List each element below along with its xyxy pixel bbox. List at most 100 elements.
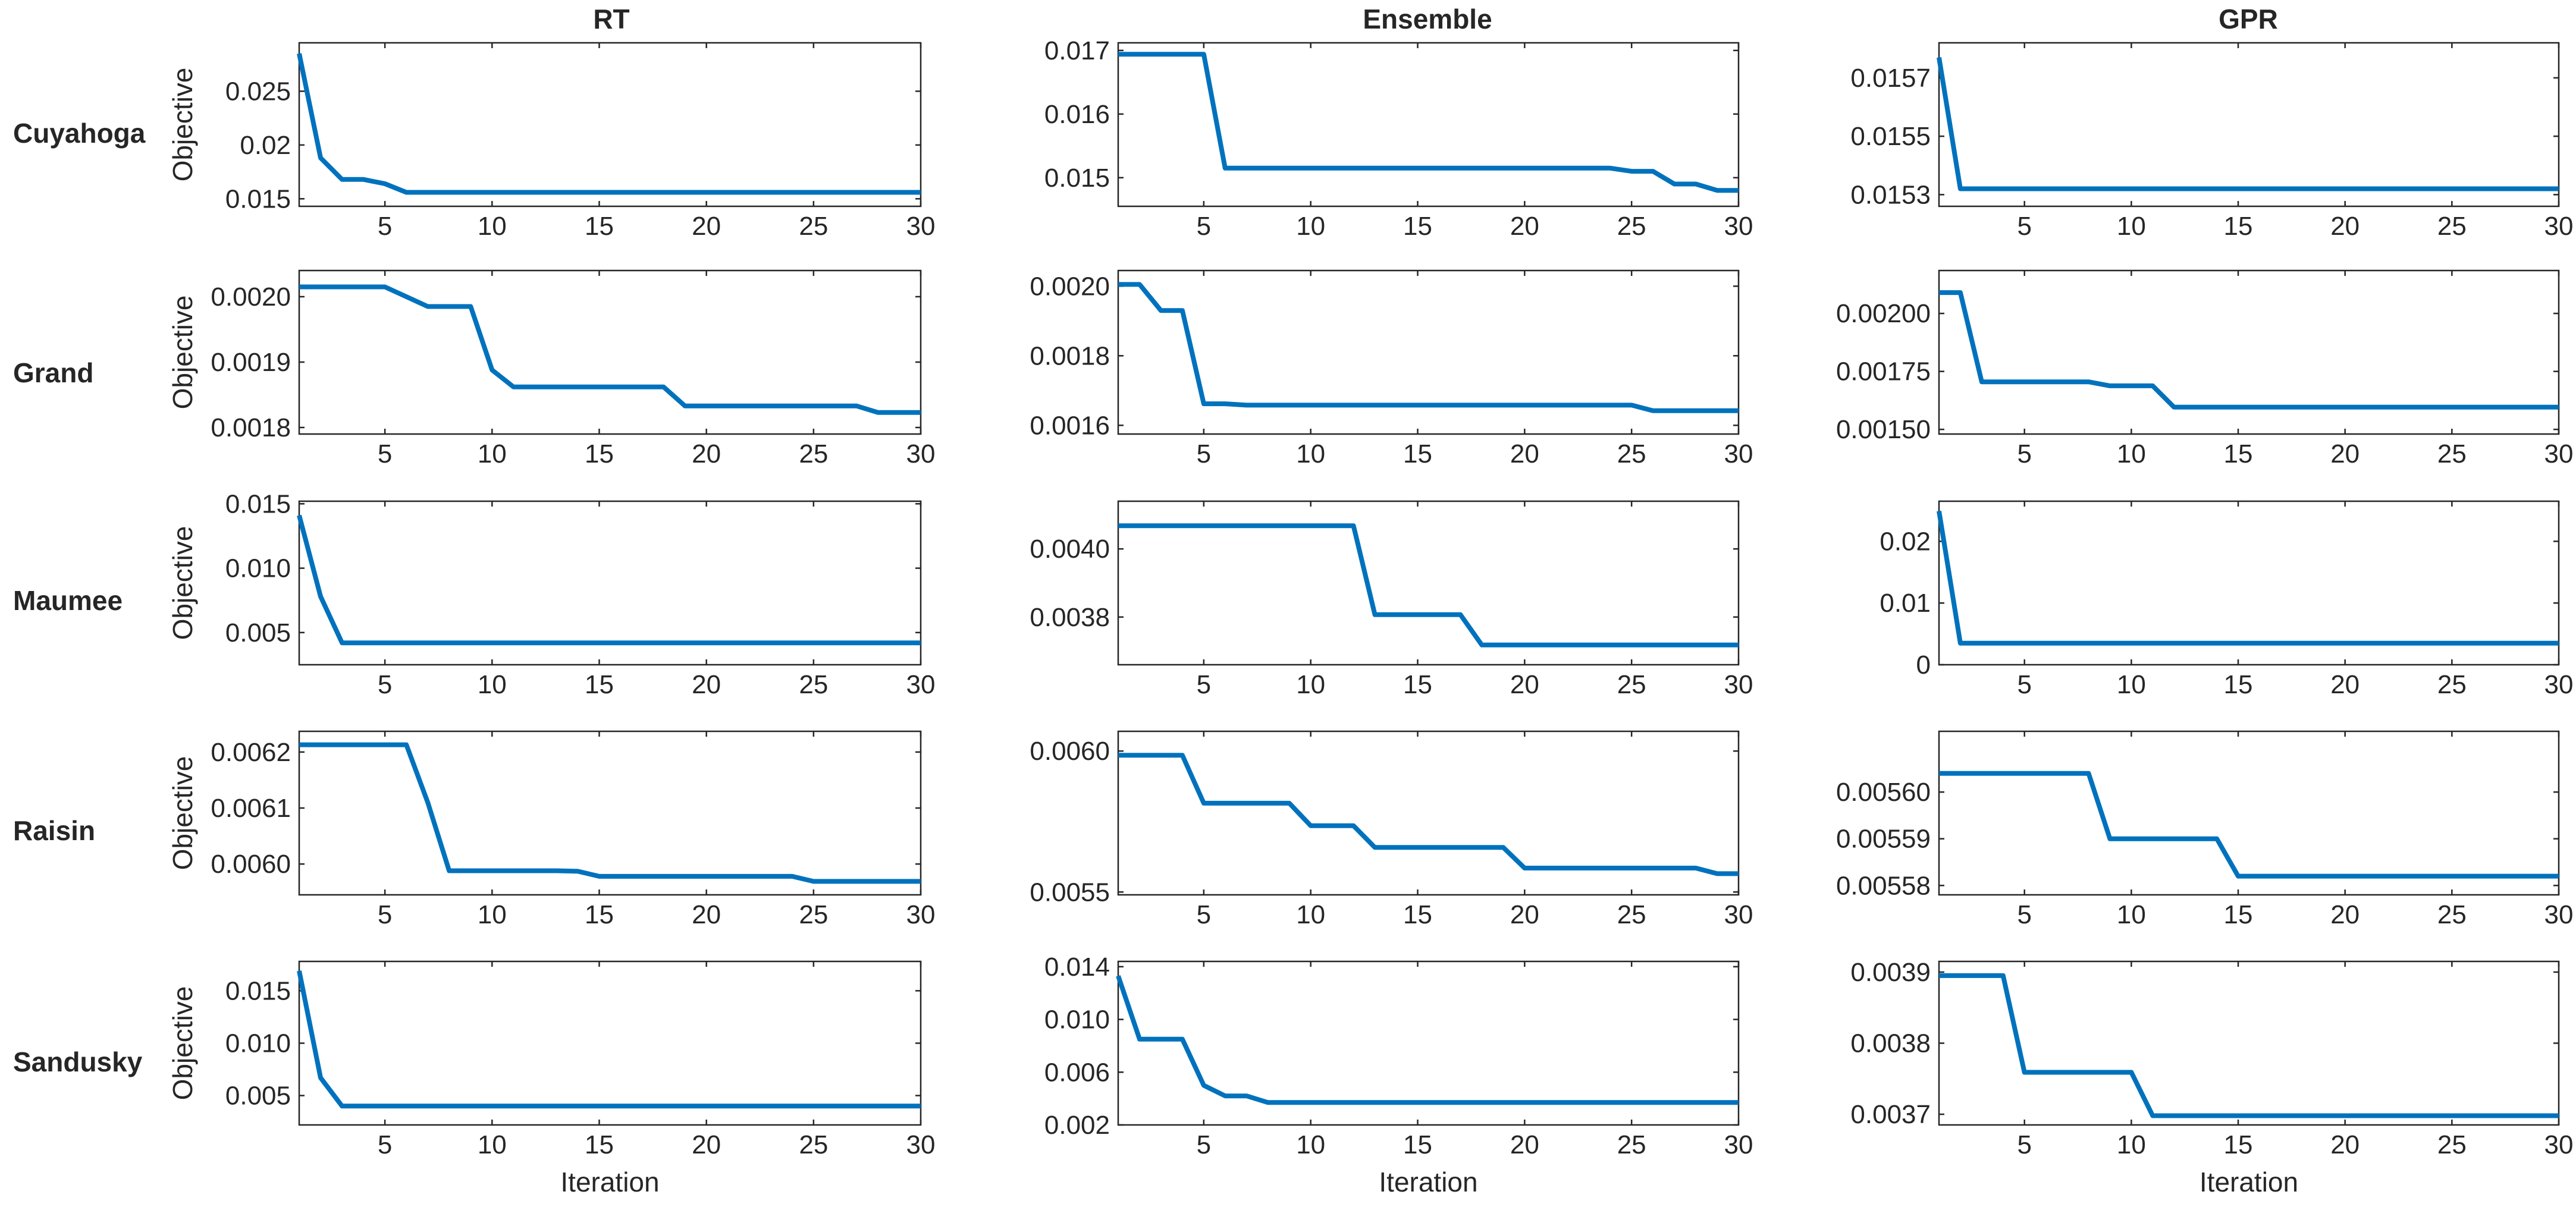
x-tick-label: 30 [1724, 439, 1753, 469]
x-tick-label: 15 [585, 439, 614, 469]
y-tick-label: 0.010 [225, 554, 291, 583]
x-tick-label: 10 [478, 900, 507, 929]
x-tick-label: 30 [2544, 900, 2574, 929]
x-tick-label: 30 [2544, 670, 2574, 699]
objective-line-sandusky-rt [297, 970, 921, 1109]
subplot-cuyahoga-ensemble: 5 10 15 20 25 30 0.015 0.016 0.017 [1044, 36, 1753, 241]
plot-area-cuyahoga-ensemble [1117, 42, 1740, 208]
x-tick-label: 15 [585, 212, 614, 241]
x-tick-label: 5 [2017, 670, 2031, 699]
subplot-raisin-ensemble: 5 10 15 20 25 30 0.0055 0.0060 [1030, 730, 1753, 929]
plot-area-sandusky-ensemble [1117, 960, 1740, 1126]
y-tick-label: 0.015 [225, 976, 291, 1005]
y-tick-label: 0.0038 [1030, 603, 1110, 632]
y-tick-label: 0.0062 [211, 738, 291, 767]
plot-area-raisin-rt [298, 730, 922, 896]
x-tick-label: 10 [478, 670, 507, 699]
x-axis-label: Iteration [2200, 1167, 2298, 1197]
x-tick-label: 10 [2117, 1130, 2146, 1159]
x-tick-label: 10 [2117, 212, 2146, 241]
x-tick-label: 15 [585, 1130, 614, 1159]
plot-area-cuyahoga-rt [298, 42, 922, 208]
x-tick-label: 20 [692, 1130, 721, 1159]
x-tick-label: 5 [1197, 670, 1211, 699]
subplot-sandusky-rt: 5 10 15 20 25 30 0.005 0.010 0.015 Objective Itera… [167, 960, 935, 1197]
plot-area-sandusky-gpr [1938, 960, 2560, 1126]
x-tick-label: 30 [906, 439, 936, 469]
y-tick-label: 0.0018 [1030, 341, 1110, 370]
y-tick-label: 0 [1916, 650, 1931, 680]
subplot-raisin-gpr: 5 10 15 20 25 30 0.00558 0.00559 0.00560 [1836, 730, 2574, 929]
y-tick-label: 0.015 [225, 489, 291, 518]
x-tick-label: 5 [378, 1130, 392, 1159]
y-tick-label: 0.0040 [1030, 535, 1110, 564]
subplot-grand-ensemble: 5 10 15 20 25 30 0.0016 0.0018 0.0020 [1030, 269, 1753, 469]
x-tick-label: 25 [799, 900, 828, 929]
y-axis-label: Objective [167, 986, 198, 1101]
y-tick-label: 0.0061 [211, 794, 291, 823]
x-tick-label: 30 [906, 212, 936, 241]
x-tick-label: 5 [378, 670, 392, 699]
x-tick-label: 5 [378, 439, 392, 469]
y-tick-label: 0.01 [1880, 589, 1931, 618]
objective-line-maumee-rt [297, 514, 921, 646]
x-tick-label: 20 [2330, 670, 2359, 699]
x-tick-label: 30 [1724, 212, 1753, 241]
y-tick-label: 0.014 [1044, 952, 1110, 982]
x-tick-label: 20 [1510, 439, 1539, 469]
x-tick-label: 25 [2437, 900, 2467, 929]
subplot-maumee-ensemble: 5 10 15 20 25 30 0.0038 0.0040 [1030, 500, 1753, 699]
y-tick-label: 0.017 [1044, 36, 1110, 65]
x-tick-label: 15 [1403, 212, 1432, 241]
y-tick-label: 0.002 [1044, 1111, 1110, 1140]
objective-line-sandusky-gpr [1939, 973, 2559, 1118]
x-tick-label: 30 [2544, 439, 2574, 469]
y-axis-label: Objective [167, 526, 198, 640]
x-tick-label: 20 [692, 900, 721, 929]
row-label-maumee: Maumee [13, 585, 123, 616]
y-tick-label: 0.0016 [1030, 411, 1110, 440]
x-tick-label: 20 [692, 670, 721, 699]
x-tick-label: 20 [2330, 900, 2359, 929]
y-tick-label: 0.0055 [1030, 878, 1110, 907]
x-tick-label: 30 [1724, 670, 1753, 699]
x-tick-label: 5 [378, 900, 392, 929]
x-tick-label: 20 [1510, 212, 1539, 241]
y-tick-label: 0.0037 [1850, 1100, 1931, 1129]
x-tick-label: 15 [2224, 900, 2253, 929]
x-tick-label: 15 [2224, 1130, 2253, 1159]
objective-line-cuyahoga-rt [297, 53, 921, 195]
x-tick-label: 30 [1724, 900, 1753, 929]
y-tick-label: 0.0038 [1850, 1029, 1931, 1058]
objective-line-raisin-ensemble [1118, 753, 1739, 876]
y-tick-label: 0.0155 [1850, 122, 1931, 151]
subplot-grand-rt: 5 10 15 20 25 30 0.0018 0.0019 0.0020 Objective [167, 269, 936, 469]
y-tick-label: 0.00558 [1836, 871, 1931, 900]
x-tick-label: 25 [799, 670, 828, 699]
y-tick-label: 0.0157 [1850, 64, 1931, 93]
plot-area-sandusky-rt [298, 960, 922, 1126]
objective-line-grand-ensemble [1118, 282, 1739, 413]
y-tick-label: 0.025 [225, 77, 291, 106]
x-tick-label: 10 [2117, 670, 2146, 699]
y-axis-label: Objective [167, 756, 198, 870]
y-axis-label: Objective [167, 296, 198, 410]
x-tick-label: 20 [1510, 670, 1539, 699]
plot-area-cuyahoga-gpr [1938, 42, 2560, 208]
x-tick-label: 15 [585, 900, 614, 929]
x-tick-label: 5 [2017, 900, 2031, 929]
x-tick-label: 25 [799, 212, 828, 241]
x-tick-label: 25 [2437, 212, 2467, 241]
plot-area-maumee-gpr [1938, 500, 2560, 666]
x-tick-label: 30 [2544, 212, 2574, 241]
x-tick-label: 25 [799, 439, 828, 469]
objective-line-grand-gpr [1939, 290, 2559, 410]
y-tick-label: 0.010 [1044, 1005, 1110, 1035]
x-tick-label: 10 [1296, 439, 1325, 469]
column-title-ensemble: Ensemble [1363, 4, 1492, 34]
subplot-maumee-gpr: 5 10 15 20 25 30 0 0.01 0.02 [1880, 500, 2574, 699]
column-title-rt: RT [593, 4, 629, 34]
y-tick-label: 0.005 [225, 618, 291, 647]
